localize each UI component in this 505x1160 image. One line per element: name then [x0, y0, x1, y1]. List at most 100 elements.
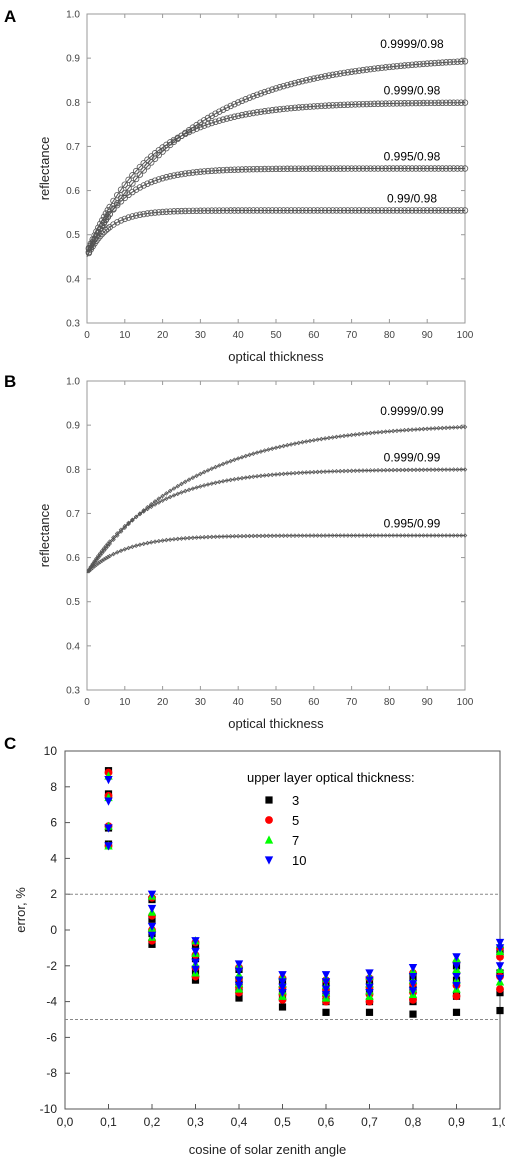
data-point	[303, 439, 309, 444]
data-point	[355, 165, 363, 172]
data-point	[175, 536, 181, 542]
data-point	[170, 136, 178, 144]
data-point	[353, 533, 358, 538]
data-point	[326, 469, 332, 474]
data-point	[382, 64, 389, 71]
data-point	[455, 425, 460, 430]
data-point	[251, 474, 256, 479]
legend-marker	[265, 816, 273, 824]
data-point	[197, 207, 204, 214]
data-point	[390, 533, 396, 538]
data-point	[431, 165, 438, 172]
curve-label: 0.99/0.98	[387, 191, 437, 205]
data-point	[368, 468, 373, 473]
data-point	[303, 77, 310, 84]
data-point	[231, 207, 238, 214]
data-point	[125, 184, 132, 192]
data-point	[262, 533, 267, 539]
data-point	[269, 533, 275, 539]
x-axis-title: optical thickness	[228, 349, 324, 364]
y-tick-label: -4	[46, 995, 57, 1009]
y-tick-label: 0.6	[66, 186, 80, 197]
x-tick-label: 0,6	[318, 1115, 335, 1129]
series-1: 0.9999/0.98	[85, 37, 469, 253]
data-point	[412, 99, 420, 107]
data-point	[440, 425, 445, 431]
x-tick-label: 30	[195, 330, 207, 341]
data-point	[144, 210, 151, 217]
data-point	[446, 165, 454, 172]
data-point	[359, 100, 367, 108]
data-point	[87, 246, 94, 253]
data-point	[194, 535, 199, 540]
data-point	[147, 931, 157, 940]
data-point	[303, 533, 309, 538]
data-point	[117, 186, 125, 193]
data-point	[209, 534, 215, 540]
data-point	[171, 536, 177, 542]
data-point	[439, 99, 446, 107]
data-point	[424, 467, 430, 473]
data-point	[198, 535, 203, 540]
data-point	[401, 100, 408, 107]
data-point	[446, 58, 454, 66]
data-point	[401, 165, 408, 172]
data-point	[144, 163, 151, 170]
data-point	[398, 533, 404, 538]
data-point	[496, 985, 504, 993]
data-point	[393, 207, 401, 214]
data-point	[455, 467, 460, 472]
data-point	[179, 481, 184, 487]
data-point	[319, 469, 324, 475]
data-point	[281, 443, 286, 449]
data-point	[364, 431, 370, 436]
data-point	[363, 66, 370, 73]
data-point	[269, 165, 276, 173]
data-point	[300, 533, 305, 538]
data-point	[280, 165, 287, 172]
data-point	[495, 974, 505, 983]
data-point	[367, 100, 374, 108]
data-point	[151, 177, 159, 184]
data-point	[287, 104, 295, 112]
data-point	[217, 463, 222, 468]
y-tick-label: 0.5	[66, 597, 80, 608]
data-point	[416, 60, 423, 68]
data-point	[208, 167, 215, 175]
data-point	[412, 165, 420, 172]
data-point	[427, 99, 435, 107]
data-point	[122, 547, 128, 552]
y-tick-label: 0.5	[66, 230, 80, 241]
data-point	[495, 944, 505, 953]
data-point	[432, 533, 438, 538]
data-point	[345, 533, 351, 538]
data-point	[408, 61, 416, 69]
data-point	[110, 221, 117, 228]
series-3: 0.995/0.99	[86, 517, 468, 574]
data-point	[375, 468, 381, 473]
x-tick-label: 10	[119, 697, 131, 708]
data-point	[179, 490, 184, 495]
data-point	[269, 207, 276, 214]
data-point	[436, 467, 441, 472]
data-point	[151, 209, 159, 216]
data-point	[322, 436, 328, 441]
data-point	[349, 533, 354, 538]
data-point	[386, 165, 393, 172]
data-point	[133, 514, 139, 520]
data-point	[349, 432, 354, 438]
data-point	[265, 165, 272, 173]
data-point	[94, 556, 99, 561]
data-point	[352, 207, 359, 214]
data-point	[155, 151, 163, 159]
x-tick-label: 20	[157, 697, 169, 708]
data-point	[405, 99, 412, 107]
data-point	[140, 182, 147, 189]
data-point	[364, 468, 370, 473]
data-point	[129, 213, 136, 220]
data-point	[355, 101, 363, 108]
data-point	[447, 467, 453, 472]
data-point	[371, 207, 378, 214]
y-tick-label: -10	[40, 1102, 58, 1116]
data-point	[285, 442, 290, 448]
